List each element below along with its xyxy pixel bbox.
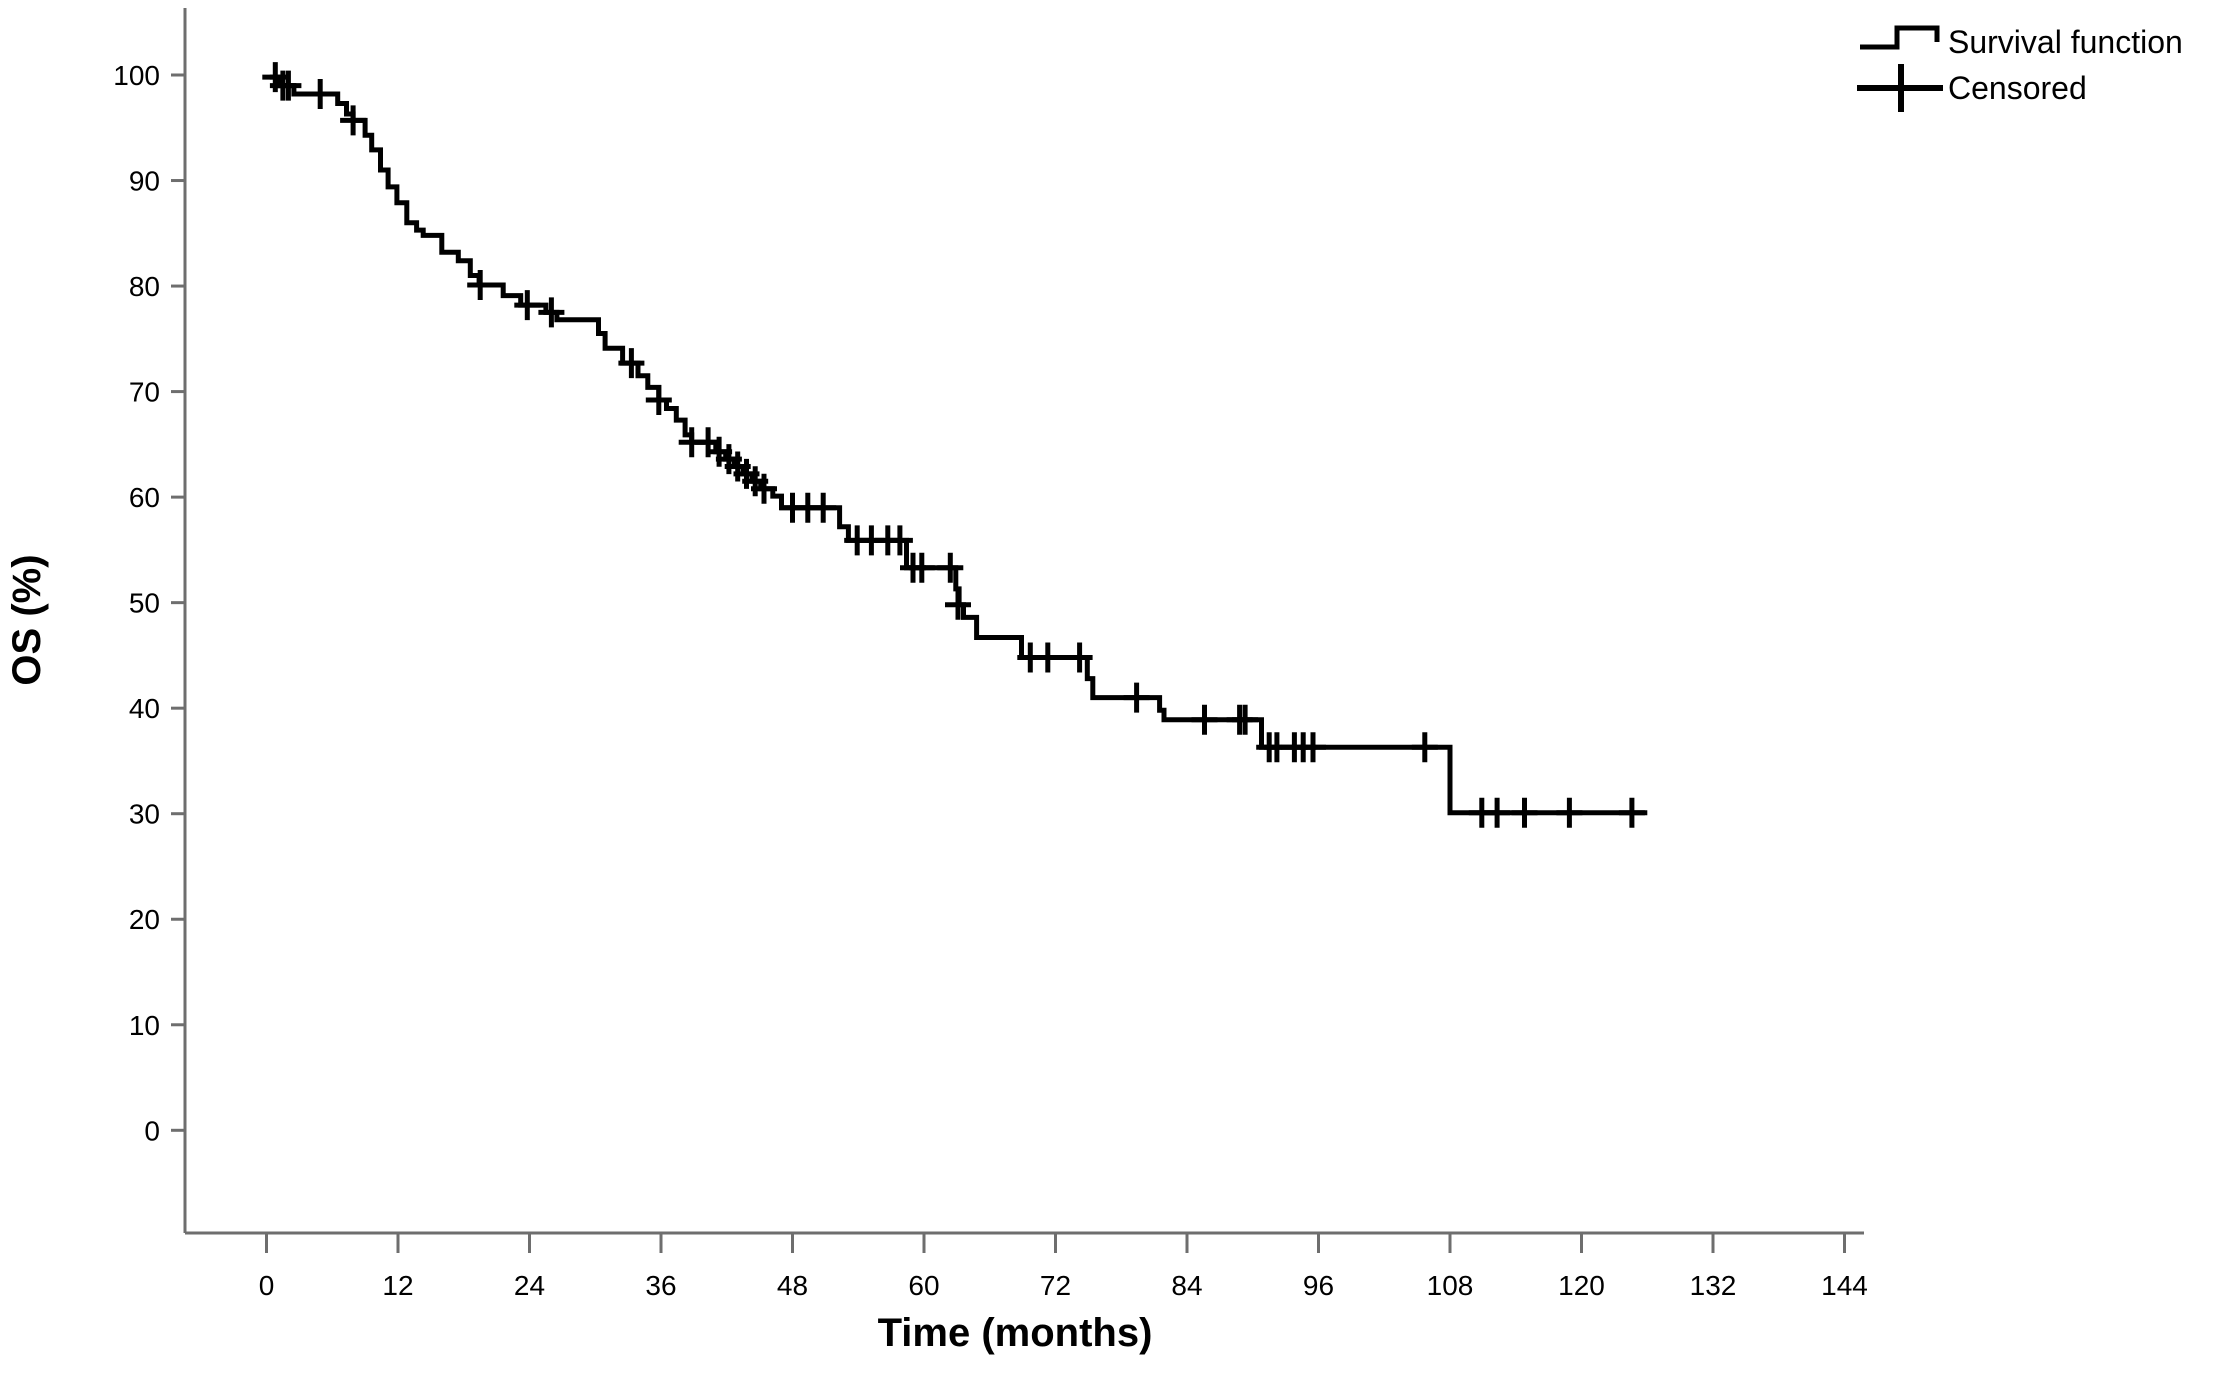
x-tick-label: 48 [777,1270,808,1301]
censored-mark [945,589,971,620]
y-tick-label: 70 [129,377,160,408]
y-tick-label: 20 [129,904,160,935]
censored-mark [886,525,913,556]
y-axis-title: OS (%) [5,554,49,685]
survival-curve [269,74,1648,816]
censored-legend-icon [1857,64,1943,112]
x-tick-label: 36 [645,1270,676,1301]
y-tick-label: 60 [129,482,160,513]
censored-mark [645,385,672,415]
x-tick-label: 12 [382,1270,413,1301]
censored-mark [1066,642,1093,673]
axes [183,8,1864,1235]
censored-mark [908,552,935,583]
legend: Survival function Censored [1857,24,2183,112]
y-tick-label: 80 [129,271,160,302]
censored-mark [1411,732,1438,763]
censored-mark [1300,732,1326,763]
censored-mark [1511,797,1538,828]
y-tick-label: 10 [129,1010,160,1041]
x-tick-label: 0 [259,1270,275,1301]
censored-mark [937,552,964,583]
x-tick-label: 132 [1690,1270,1737,1301]
axis-ticks: 0 12 24 36 48 60 72 84 96 108 120 132 144 0 10 20 30 40 50… [113,60,1868,1301]
censored-mark [1618,797,1645,828]
censored-mark [810,492,837,523]
censored-mark [307,79,334,109]
survival-step-line [269,74,1648,816]
x-tick-label: 72 [1040,1270,1071,1301]
y-tick-label: 90 [129,166,160,197]
survival-function-legend-label: Survival function [1948,24,2183,60]
y-tick-label: 30 [129,799,160,830]
x-axis-title: Time (months) [878,1311,1153,1355]
censored-mark [538,297,565,328]
x-tick-label: 84 [1171,1270,1202,1301]
x-tick-label: 24 [514,1270,545,1301]
censored-mark [1034,642,1061,673]
y-tick-label: 50 [129,588,160,619]
y-tick-label: 100 [113,60,160,91]
x-tick-label: 144 [1821,1270,1868,1301]
x-tick-label: 108 [1427,1270,1474,1301]
censored-mark [751,473,777,504]
x-tick-label: 60 [908,1270,939,1301]
censored-mark [514,290,541,321]
censored-mark [275,70,302,101]
censored-mark [1232,704,1259,735]
y-tick-label: 40 [129,693,160,724]
censored-mark [1123,682,1150,713]
censored-mark [1484,797,1511,828]
censored-mark [340,105,367,136]
censored-mark [1556,797,1583,828]
censor-marks [262,62,1645,828]
y-tick-label: 0 [144,1115,160,1146]
x-tick-label: 96 [1303,1270,1334,1301]
x-tick-label: 120 [1558,1270,1605,1301]
censored-mark [1191,704,1218,735]
censored-mark [618,348,645,379]
censored-mark [467,270,494,300]
survival-function-legend-icon [1860,25,1940,50]
censored-legend-label: Censored [1948,70,2087,106]
